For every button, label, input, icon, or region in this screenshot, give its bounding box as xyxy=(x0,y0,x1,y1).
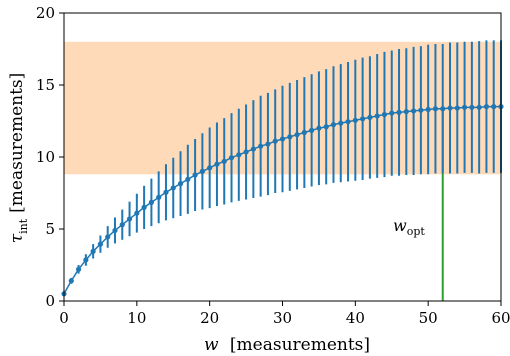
data-point xyxy=(126,216,133,222)
data-point xyxy=(243,149,249,155)
data-point xyxy=(338,120,344,126)
data-point xyxy=(309,127,315,133)
data-point xyxy=(221,158,227,164)
x-tick-label: 10 xyxy=(127,309,146,327)
data-point xyxy=(141,204,147,210)
data-point xyxy=(214,161,220,167)
y-tick-label: 15 xyxy=(36,76,55,94)
data-point xyxy=(68,278,74,284)
x-tick-label: 20 xyxy=(200,309,219,327)
x-tick-label: 60 xyxy=(491,309,510,327)
x-axis-label: w [measurements] xyxy=(204,335,370,355)
data-point xyxy=(454,105,460,111)
data-point xyxy=(228,155,235,161)
data-point xyxy=(156,194,162,200)
data-point xyxy=(411,108,417,114)
data-point xyxy=(476,104,482,110)
data-point xyxy=(83,257,89,263)
data-point xyxy=(418,107,424,113)
data-point xyxy=(491,104,497,110)
data-point xyxy=(316,125,322,131)
data-point xyxy=(360,116,366,122)
y-tick-label: 10 xyxy=(36,148,55,166)
x-tick-label: 0 xyxy=(59,309,69,327)
plot-area xyxy=(61,40,504,301)
data-point xyxy=(396,109,402,115)
data-point xyxy=(389,110,395,116)
data-point xyxy=(236,152,242,158)
data-point xyxy=(134,210,140,216)
optimum-label: wopt xyxy=(393,216,425,238)
data-point xyxy=(265,141,271,147)
data-point xyxy=(272,138,278,144)
data-point xyxy=(403,109,409,115)
x-tick-label: 30 xyxy=(273,309,292,327)
data-point xyxy=(163,189,169,195)
data-point xyxy=(75,266,82,272)
data-point xyxy=(192,172,198,178)
data-point xyxy=(207,165,213,171)
data-point xyxy=(381,111,388,118)
data-point xyxy=(97,241,104,247)
data-point xyxy=(330,122,337,128)
data-point xyxy=(323,124,329,130)
y-axis-label: τint[measurements] xyxy=(7,73,30,244)
data-point xyxy=(112,227,118,234)
y-tick-label: 0 xyxy=(45,292,55,310)
data-point xyxy=(199,168,205,174)
data-point xyxy=(177,181,184,187)
y-tick-label: 5 xyxy=(45,220,55,238)
x-tick-label: 40 xyxy=(346,309,365,327)
data-point xyxy=(483,104,490,110)
data-point xyxy=(294,132,300,138)
data-point xyxy=(374,113,380,119)
data-point xyxy=(461,104,468,110)
data-point xyxy=(148,199,154,205)
data-point xyxy=(345,119,351,125)
data-point xyxy=(469,104,475,110)
axes: 0 10 20 30 40 50 60 0 5 10 15 20 xyxy=(36,4,510,327)
y-tick-label: 20 xyxy=(36,4,55,22)
data-point xyxy=(352,117,358,123)
data-point xyxy=(119,222,125,228)
data-point xyxy=(258,143,264,149)
data-point xyxy=(90,248,96,254)
data-point xyxy=(425,106,431,113)
data-point xyxy=(170,185,176,191)
data-point xyxy=(105,234,111,240)
data-point xyxy=(432,106,439,112)
x-tick-label: 50 xyxy=(419,309,438,327)
data-point xyxy=(250,146,256,152)
data-point xyxy=(279,136,286,142)
data-point xyxy=(447,105,453,111)
data-point xyxy=(367,114,373,120)
data-point xyxy=(185,176,191,182)
data-point xyxy=(440,106,446,112)
data-point xyxy=(301,129,307,136)
data-point xyxy=(287,134,293,140)
